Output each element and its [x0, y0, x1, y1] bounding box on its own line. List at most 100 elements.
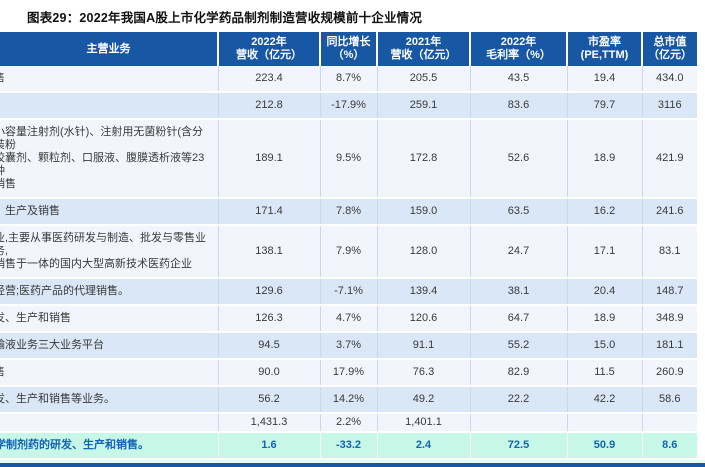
pe-ttm-cell: 20.4 [566, 278, 642, 306]
table-header: 主营业务 2022年 营收（亿元） 同比增长 （%） 2021年 营收（亿元） 2022… [0, 32, 697, 66]
pe-ttm-cell: 79.7 [566, 92, 642, 120]
column-header: 市盈率 (PE,TTM) [566, 32, 642, 66]
figure-title: 图表29：2022年我国A股上市化学药品制剂制造营收规模前十企业情况 [27, 11, 423, 25]
table-row: 输液业务三大业务平台 94.5 3.7% 91.1 55.2 15.0 181.… [0, 332, 697, 360]
gross-margin-cell: 64.7 [469, 305, 567, 333]
business-text: 、生产及销售 [0, 205, 60, 217]
market-cap-cell: 83.1 [641, 225, 697, 279]
pe-ttm-cell: 42.2 [566, 386, 642, 414]
gross-margin-cell: 82.9 [469, 359, 567, 387]
pe-ttm-cell: 18.9 [566, 305, 642, 333]
pe-ttm-cell: 15.0 [566, 332, 642, 360]
yoy-growth-cell: 3.7% [319, 332, 377, 360]
rev-2022-cell: 223.4 [217, 66, 320, 93]
business-text: 经营;医药产品的代理销售。 [0, 285, 130, 297]
yoy-growth-cell: 9.5% [319, 119, 377, 199]
table-row: 、生产及销售 171.4 7.8% 159.0 63.5 16.2 241.6 [0, 198, 697, 226]
header-row: 主营业务 2022年 营收（亿元） 同比增长 （%） 2021年 营收（亿元） 2022… [0, 32, 697, 66]
table-row: 业,主要从事医药研发与制造、批发与零售业务, 销售于一体的国内大型高新技术医药企… [0, 225, 697, 279]
business-cell [0, 92, 218, 120]
business-cell: 发、生产和销售 [0, 305, 218, 333]
pe-ttm-cell [566, 413, 642, 433]
companies-table: 主营业务 2022年 营收（亿元） 同比增长 （%） 2021年 营收（亿元） 2022… [0, 32, 697, 460]
yoy-growth-cell: -7.1% [319, 278, 377, 306]
gross-margin-cell [469, 413, 567, 433]
pe-ttm-cell: 19.4 [566, 66, 642, 93]
rev-2022-cell: 1,431.3 [217, 413, 320, 433]
rev-2021-cell: 49.2 [376, 386, 470, 414]
business-text: 输液业务三大业务平台 [0, 339, 104, 351]
gross-margin-cell: 52.6 [469, 119, 567, 199]
rev-2022-cell: 138.1 [217, 225, 320, 279]
rev-2022-cell: 171.4 [217, 198, 320, 226]
gross-margin-cell: 38.1 [469, 278, 567, 306]
pe-ttm-cell: 11.5 [566, 359, 642, 387]
business-text: 发、生产和销售 [0, 312, 71, 324]
table-row: 212.8 -17.9% 259.1 83.6 79.7 3116 [0, 92, 697, 120]
gross-margin-cell: 72.5 [469, 432, 567, 460]
rev-2021-cell: 76.3 [376, 359, 470, 387]
market-cap-cell: 181.1 [641, 332, 697, 360]
rev-2021-cell: 205.5 [376, 66, 470, 93]
business-cell: 经营;医药产品的代理销售。 [0, 278, 218, 306]
rev-2022-cell: 126.3 [217, 305, 320, 333]
table-row: 发、生产和销售 126.3 4.7% 120.6 64.7 18.9 348.9 [0, 305, 697, 333]
rev-2021-cell: 2.4 [376, 432, 470, 460]
rev-2022-cell: 212.8 [217, 92, 320, 120]
table-row: 1,431.3 2.2% 1,401.1 [0, 413, 697, 433]
business-text: 业,主要从事医药研发与制造、批发与零售业务, 销售于一体的国内大型高新技术医药企… [0, 232, 207, 270]
market-cap-cell: 8.6 [641, 432, 697, 460]
business-cell: 学制剂药的研发、生产和销售。 [0, 432, 218, 460]
rev-2021-cell: 259.1 [376, 92, 470, 120]
pe-ttm-cell: 50.9 [566, 432, 642, 460]
business-cell: 输液业务三大业务平台 [0, 332, 218, 360]
gross-margin-cell: 83.6 [469, 92, 567, 120]
column-header: 总市值 （亿元） [641, 32, 697, 66]
business-cell: 小容量注射剂(水针)、注射用无菌粉针(含分装粉 胶囊剂、颗粒剂、口服液、腹膜透析… [0, 119, 218, 199]
market-cap-cell: 58.6 [641, 386, 697, 414]
yoy-growth-cell: 17.9% [319, 359, 377, 387]
yoy-growth-cell: 7.9% [319, 225, 377, 279]
pe-ttm-cell: 17.1 [566, 225, 642, 279]
bottom-border-bar [0, 463, 705, 467]
rev-2021-cell: 120.6 [376, 305, 470, 333]
column-header: 同比增长 （%） [319, 32, 377, 66]
rev-2021-cell: 159.0 [376, 198, 470, 226]
column-header: 2022年 营收（亿元） [217, 32, 320, 66]
table-row: 售 90.0 17.9% 76.3 82.9 11.5 260.9 [0, 359, 697, 387]
yoy-growth-cell: 4.7% [319, 305, 377, 333]
rev-2021-cell: 139.4 [376, 278, 470, 306]
gross-margin-cell: 24.7 [469, 225, 567, 279]
table-body: 售 223.4 8.7% 205.5 43.5 19.4 434.0 212.8… [0, 66, 697, 460]
yoy-growth-cell: -17.9% [319, 92, 377, 120]
yoy-growth-cell: 14.2% [319, 386, 377, 414]
rev-2022-cell: 189.1 [217, 119, 320, 199]
yoy-growth-cell: -33.2 [319, 432, 377, 460]
business-cell [0, 413, 218, 433]
rev-2022-cell: 94.5 [217, 332, 320, 360]
market-cap-cell: 348.9 [641, 305, 697, 333]
column-header: 2021年 营收（亿元） [376, 32, 470, 66]
rev-2021-cell: 128.0 [376, 225, 470, 279]
business-text: 售 [0, 72, 214, 85]
business-cell: 、生产及销售 [0, 198, 218, 226]
business-cell: 业,主要从事医药研发与制造、批发与零售业务, 销售于一体的国内大型高新技术医药企… [0, 225, 218, 279]
market-cap-cell: 421.9 [641, 119, 697, 199]
column-header: 2022年 毛利率（%） [469, 32, 567, 66]
market-cap-cell: 3116 [641, 92, 697, 120]
gross-margin-cell: 43.5 [469, 66, 567, 93]
market-cap-cell: 241.6 [641, 198, 697, 226]
yoy-growth-cell: 8.7% [319, 66, 377, 93]
report-page: 图表29：2022年我国A股上市化学药品制剂制造营收规模前十企业情况 主营业务 2… [0, 11, 705, 467]
rev-2021-cell: 172.8 [376, 119, 470, 199]
yoy-growth-cell: 2.2% [319, 413, 377, 433]
yoy-growth-cell: 7.8% [319, 198, 377, 226]
pe-ttm-cell: 16.2 [566, 198, 642, 226]
table-row: 发、生产和销售等业务。 56.2 14.2% 49.2 22.2 42.2 58… [0, 386, 697, 414]
business-text: 学制剂药的研发、生产和销售。 [0, 439, 149, 451]
table-row: 小容量注射剂(水针)、注射用无菌粉针(含分装粉 胶囊剂、颗粒剂、口服液、腹膜透析… [0, 119, 697, 199]
rev-2021-cell: 1,401.1 [376, 413, 470, 433]
pe-ttm-cell: 18.9 [566, 119, 642, 199]
table-row: 售 223.4 8.7% 205.5 43.5 19.4 434.0 [0, 66, 697, 93]
gross-margin-cell: 55.2 [469, 332, 567, 360]
